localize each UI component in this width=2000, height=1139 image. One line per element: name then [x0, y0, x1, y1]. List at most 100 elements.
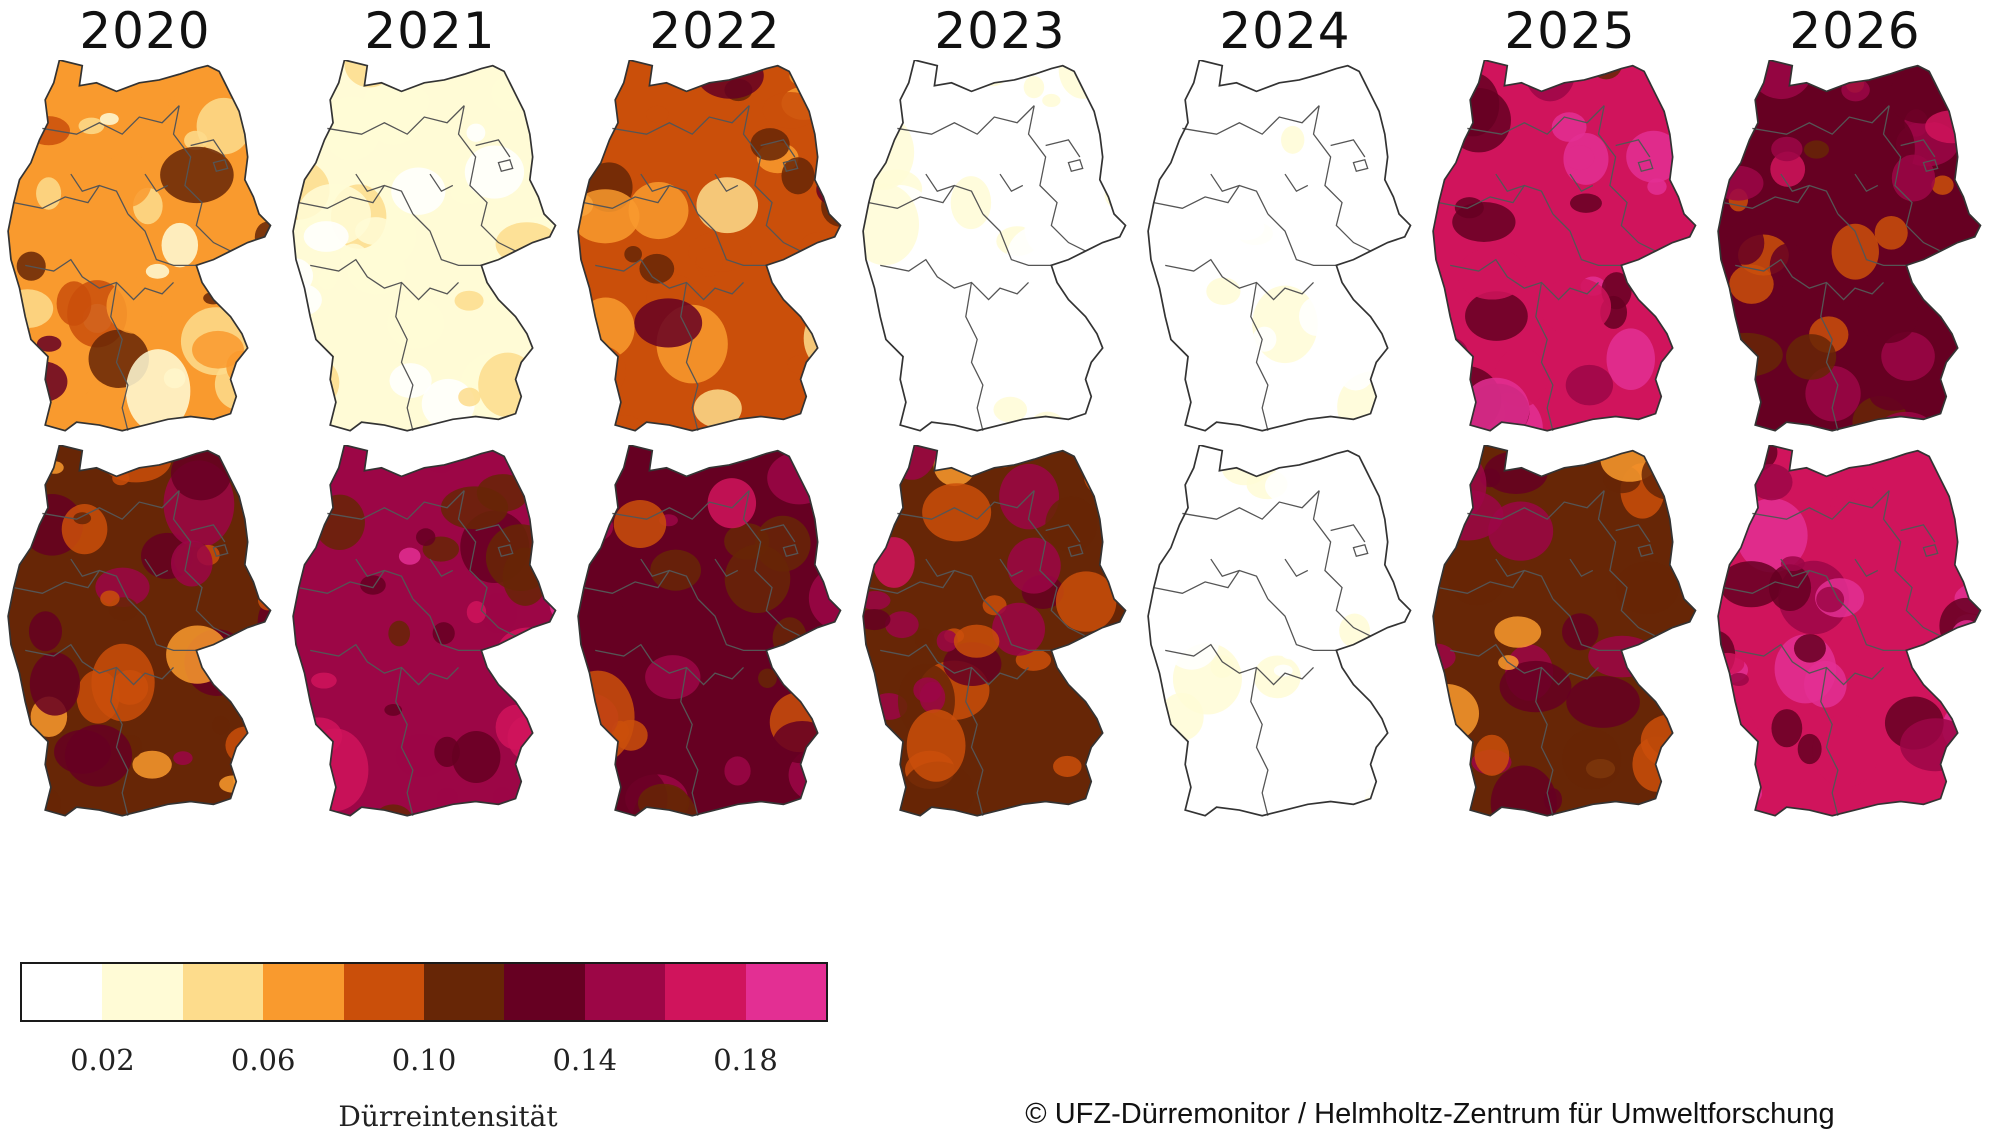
drought-patch — [28, 611, 63, 652]
drought-patch — [1850, 486, 1883, 524]
state-border — [612, 105, 750, 135]
state-border — [1450, 643, 1599, 686]
drought-patch — [1233, 209, 1283, 262]
drought-patch — [524, 358, 556, 412]
state-border — [1210, 558, 1240, 577]
drought-patch — [1023, 75, 1045, 99]
drought-patch — [347, 248, 407, 295]
drought-patch — [1371, 314, 1411, 370]
drought-patch — [781, 157, 815, 195]
drought-patch — [803, 305, 841, 371]
state-border — [742, 490, 801, 637]
country-outline — [1717, 445, 1982, 817]
drought-patch — [1339, 613, 1370, 648]
drought-patch — [1659, 445, 1696, 497]
drought-patch — [1087, 445, 1113, 458]
drought-map-2026-row1 — [1717, 60, 1982, 432]
drought-patch — [863, 286, 875, 306]
drought-patch — [863, 445, 893, 482]
state-border — [395, 667, 414, 816]
state-border — [1752, 490, 1890, 520]
drought-patch — [1718, 423, 1739, 431]
state-border — [760, 524, 796, 543]
drought-patch — [1562, 613, 1599, 651]
state-border — [1597, 490, 1656, 637]
drought-patch — [724, 756, 751, 786]
drought-patch — [1719, 561, 1783, 608]
state-border — [457, 105, 516, 252]
drought-patch — [999, 316, 1064, 379]
state-border — [897, 490, 1035, 520]
drought-patch — [367, 82, 430, 121]
drought-patch — [601, 653, 625, 670]
state-border — [298, 184, 414, 215]
drought-patch — [541, 705, 556, 740]
drought-patch — [1148, 403, 1179, 431]
state-border — [1284, 558, 1309, 578]
drought-patch — [303, 221, 349, 252]
drought-patch — [1769, 243, 1808, 288]
drought-patch — [36, 335, 62, 352]
drought-patch — [1647, 655, 1668, 677]
state-border — [1837, 213, 1907, 266]
country-outline — [577, 60, 842, 432]
drought-patch — [1588, 635, 1657, 678]
state-border — [1552, 213, 1622, 266]
state-border — [1615, 139, 1651, 158]
drought-patch — [61, 504, 108, 555]
drought-map-2024-row2 — [1147, 445, 1412, 817]
drought-patch — [1928, 636, 1980, 703]
state-border — [395, 282, 414, 431]
drought-patch — [1365, 760, 1411, 816]
state-border — [13, 569, 129, 600]
drought-patch — [812, 247, 841, 290]
legend-swatch-0 — [22, 964, 103, 1020]
drought-patch — [901, 761, 975, 816]
drought-patch — [1298, 62, 1335, 85]
state-border — [1735, 258, 1884, 301]
copyright-notice: © UFZ-Dürremonitor / Helmholtz-Zentrum f… — [1025, 1098, 1835, 1130]
drought-patch — [1869, 379, 1918, 411]
drought-patch — [1803, 660, 1847, 708]
drought-patch — [1258, 755, 1283, 781]
drought-patch — [1969, 629, 1981, 650]
state-border — [1837, 598, 1907, 651]
state-border — [1267, 598, 1337, 651]
state-border — [1552, 598, 1622, 651]
state-border — [327, 105, 465, 135]
drought-map-2020-row2 — [7, 445, 272, 817]
state-border — [1820, 282, 1839, 431]
state-border — [412, 598, 482, 651]
drought-map-2021-row2 — [292, 445, 557, 817]
state-border — [327, 490, 465, 520]
drought-map-2026-row2 — [1717, 445, 1982, 817]
drought-patch — [1718, 778, 1763, 809]
state-border — [457, 490, 516, 637]
state-border — [144, 173, 169, 193]
drought-patch — [1956, 275, 1981, 313]
country-outline — [1717, 60, 1982, 432]
drought-patch — [1626, 130, 1681, 183]
year-label-2025: 2025 — [1504, 2, 1636, 60]
state-border — [1153, 184, 1269, 215]
drought-patch — [1718, 165, 1764, 201]
berlin-border — [1067, 159, 1084, 172]
state-border — [1250, 282, 1269, 431]
drought-patch — [863, 121, 888, 149]
drought-patch — [1433, 60, 1480, 99]
drought-patch — [887, 343, 939, 387]
drought-patch — [1148, 62, 1190, 115]
drought-patch — [1159, 692, 1204, 741]
drought-patch — [1111, 169, 1126, 187]
drought-patch — [1088, 812, 1111, 816]
drought-patch — [1160, 566, 1209, 603]
drought-patch — [1771, 709, 1803, 748]
drought-patch — [1055, 571, 1117, 632]
drought-patch — [1939, 597, 1981, 654]
drought-patch — [1720, 306, 1766, 338]
drought-patch — [1433, 489, 1504, 541]
drought-patch — [922, 483, 992, 542]
drought-patch — [863, 114, 915, 191]
country-outline — [7, 60, 272, 432]
drought-patch — [724, 544, 791, 613]
